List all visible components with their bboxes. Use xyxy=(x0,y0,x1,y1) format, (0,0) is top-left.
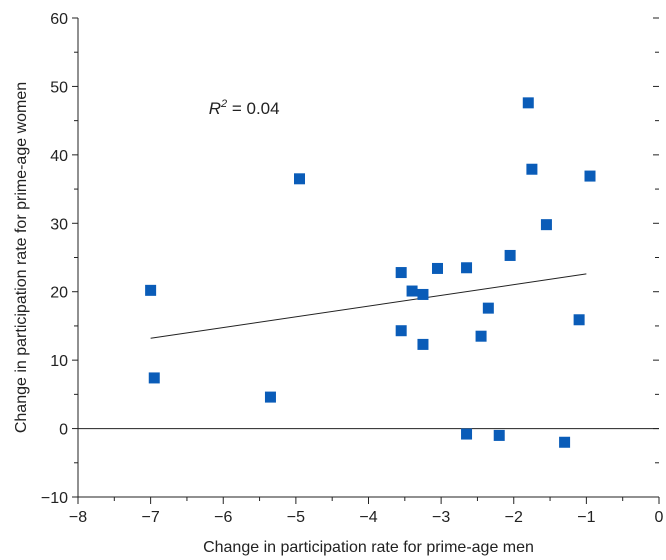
x-tick-label: −7 xyxy=(142,509,160,526)
data-point xyxy=(395,325,407,337)
data-point xyxy=(406,285,418,297)
data-point xyxy=(559,436,571,448)
data-point xyxy=(584,170,596,182)
marks-layer xyxy=(145,97,596,448)
x-tick-label: −5 xyxy=(287,509,305,526)
data-point xyxy=(493,429,505,441)
x-tick-label: −4 xyxy=(359,509,377,526)
data-point xyxy=(145,284,157,296)
data-point xyxy=(461,428,473,440)
data-point xyxy=(522,97,534,109)
trend-line xyxy=(150,273,587,339)
x-axis-title: Change in participation rate for prime-a… xyxy=(203,539,534,556)
y-tick-label: 10 xyxy=(50,353,68,370)
data-point xyxy=(475,330,487,342)
x-tick-label: −8 xyxy=(69,509,87,526)
data-point xyxy=(417,288,429,300)
data-point xyxy=(540,219,552,231)
x-tick-label: −6 xyxy=(214,509,232,526)
x-tick-label: −2 xyxy=(505,509,523,526)
y-tick-label: −10 xyxy=(41,490,68,507)
data-point xyxy=(395,267,407,279)
data-point xyxy=(461,262,473,274)
data-point xyxy=(148,372,160,384)
y-tick-label: 20 xyxy=(50,285,68,302)
y-tick-label: 50 xyxy=(50,79,68,96)
y-tick-label: 40 xyxy=(50,148,68,165)
x-tick-label: −1 xyxy=(577,509,595,526)
y-tick-label: 60 xyxy=(50,11,68,28)
data-point xyxy=(431,262,443,274)
data-point xyxy=(504,249,516,261)
r-squared-annotation: R2 = 0.04 xyxy=(209,98,280,118)
x-tick-label: −3 xyxy=(432,509,450,526)
data-point xyxy=(526,163,538,175)
x-tick-label: 0 xyxy=(655,509,664,526)
y-tick-label: 0 xyxy=(59,422,68,439)
data-point xyxy=(482,302,494,314)
data-point xyxy=(417,338,429,350)
data-point xyxy=(573,314,585,326)
data-point xyxy=(264,391,276,403)
data-point xyxy=(294,173,306,185)
y-tick-label: 30 xyxy=(50,216,68,233)
y-axis-title: Change in participation rate for prime-a… xyxy=(13,82,30,433)
